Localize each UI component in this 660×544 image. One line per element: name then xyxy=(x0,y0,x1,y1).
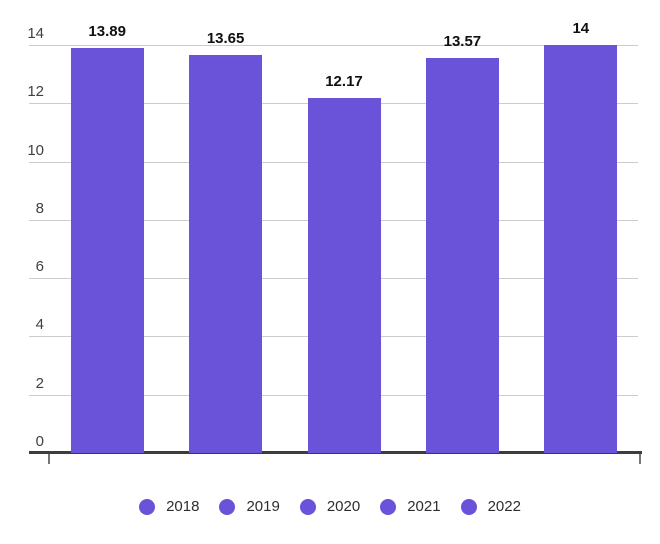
y-axis-label-10: 10 xyxy=(27,141,44,159)
legend-item-2022[interactable]: 2022 xyxy=(460,498,521,516)
y-axis-label-12: 12 xyxy=(27,83,44,101)
y-axis-label-0: 0 xyxy=(35,433,44,450)
legend-label: 2018 xyxy=(166,498,200,515)
bar-2021[interactable] xyxy=(425,57,499,453)
bar-value-label-2020: 12.17 xyxy=(325,73,363,91)
legend: 2018 2019 2020 2021 2022 xyxy=(0,494,660,520)
legend-label: 2022 xyxy=(487,498,521,515)
legend-item-2018[interactable]: 2018 xyxy=(139,498,199,516)
y-axis-label-8: 8 xyxy=(35,199,44,217)
x-axis-tick-right xyxy=(639,454,641,464)
bar-2022[interactable] xyxy=(544,45,618,453)
bar-value-label-2018: 13.89 xyxy=(88,23,126,41)
y-axis-label-14: 14 xyxy=(27,25,44,42)
bar-2019[interactable] xyxy=(189,55,263,453)
legend-item-2020[interactable]: 2020 xyxy=(299,498,361,516)
legend-item-2021[interactable]: 2021 xyxy=(380,498,441,516)
bar-value-label-2022: 14 xyxy=(572,20,590,37)
legend-label: 2021 xyxy=(407,498,441,515)
bar-2020[interactable] xyxy=(307,98,381,453)
legend-dot-icon xyxy=(139,499,156,515)
legend-dot-icon xyxy=(460,499,477,515)
legend-dot-icon xyxy=(299,499,316,515)
legend-label: 2020 xyxy=(326,498,361,515)
legend-dot-icon xyxy=(380,499,397,515)
legend-label: 2019 xyxy=(246,498,280,515)
bar-value-label-2021: 13.57 xyxy=(443,32,482,50)
x-axis-tick-left xyxy=(48,454,50,464)
y-axis-label-4: 4 xyxy=(35,316,44,334)
bar-value-label-2019: 13.65 xyxy=(206,30,245,48)
legend-dot-icon xyxy=(219,499,236,515)
legend-item-2019[interactable]: 2019 xyxy=(219,498,280,516)
y-axis-label-6: 6 xyxy=(35,258,44,276)
bar-2018[interactable] xyxy=(70,48,144,453)
y-axis-label-2: 2 xyxy=(35,374,44,392)
gridline-y-14 xyxy=(29,45,638,46)
